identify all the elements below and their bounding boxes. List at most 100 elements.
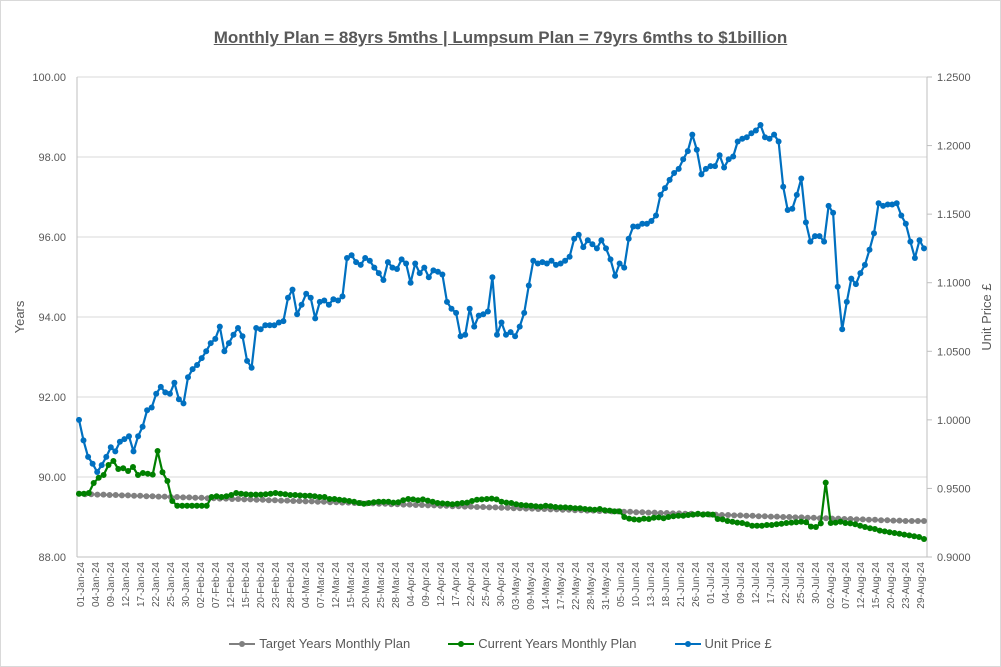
data-point [534,260,541,267]
data-point [171,379,178,386]
data-point [100,491,107,498]
data-point [660,515,667,522]
x-tick-label: 12-Feb-24 [226,562,237,609]
data-point [512,333,519,340]
data-point [914,518,921,524]
data-point [532,503,539,510]
data-point [248,364,255,371]
data-point [444,500,451,507]
data-point [298,301,305,308]
data-point [876,527,883,534]
x-tick-label: 29-Aug-24 [916,562,927,609]
data-point [253,496,260,503]
data-point [410,496,417,503]
data-point [403,260,410,267]
data-point [287,492,294,498]
data-point [507,329,514,336]
data-point [312,315,319,322]
data-point [425,274,432,281]
x-tick-label: 15-Feb-24 [241,562,252,609]
data-point [486,504,493,511]
data-point [85,453,92,460]
data-point [626,515,633,522]
data-point [90,480,97,486]
data-point [566,253,573,260]
data-point [162,389,169,396]
data-point [230,331,237,338]
data-point [498,319,505,326]
data-point [557,504,564,511]
data-point [666,176,673,183]
data-point [729,518,736,525]
y2-tick-label: 1.1500 [937,209,971,221]
data-point [241,496,248,503]
data-point [731,512,738,519]
x-tick-label: 23-Aug-24 [901,562,912,609]
data-point [148,404,155,411]
data-point [774,513,780,520]
data-point [326,496,333,502]
data-point [543,260,550,267]
data-point [771,131,778,138]
legend-label: Current Years Monthly Plan [478,636,637,651]
data-point [267,490,274,497]
x-tick-label: 17-May-24 [556,562,567,610]
y2-tick-label: 0.9000 [937,552,971,564]
data-point [665,514,672,520]
data-point [675,512,682,519]
x-tick-label: 22-Jul-24 [781,562,792,604]
data-point [344,255,350,261]
data-point [153,390,160,397]
data-point [721,164,728,171]
data-point [266,322,273,329]
data-point [866,246,873,253]
y-tick-label: 98.00 [38,152,66,164]
data-point [571,235,578,242]
data-point [271,497,278,504]
x-tick-label: 25-Apr-24 [481,562,492,607]
x-tick-label: 07-Feb-24 [211,562,222,609]
data-point [80,490,87,497]
data-point [767,513,774,520]
data-point [228,492,235,498]
data-point [890,517,897,524]
data-point [504,504,511,511]
data-point [719,516,726,523]
data-point [575,231,582,238]
data-point [394,266,400,272]
data-point [834,283,841,290]
legend-item-current: Current Years Monthly Plan [448,636,637,651]
data-point [916,237,923,244]
data-point [754,522,760,529]
data-point [252,491,259,498]
data-point [265,497,272,504]
data-point [693,146,700,153]
data-point [360,500,367,507]
data-point [144,407,151,414]
data-point [308,498,315,505]
data-point [516,323,523,330]
data-point [744,521,751,528]
x-tick-label: 12-Apr-24 [436,562,447,607]
data-point [380,277,387,283]
data-point [161,493,168,500]
data-point [421,264,428,271]
x-tick-label: 18-Jun-24 [661,562,672,607]
data-point [110,458,117,464]
data-point [802,219,809,226]
y2-tick-label: 0.9500 [937,483,971,495]
data-point [100,472,107,478]
data-point [307,294,314,301]
x-tick-label: 17-Jul-24 [766,562,777,604]
data-point [282,491,289,498]
data-point [749,522,756,529]
data-point [612,272,619,279]
data-point [886,529,893,536]
data-point [198,355,205,362]
data-point [135,433,142,440]
data-point [707,163,714,170]
data-point [320,498,327,505]
data-point [889,201,896,208]
data-point [773,521,780,528]
